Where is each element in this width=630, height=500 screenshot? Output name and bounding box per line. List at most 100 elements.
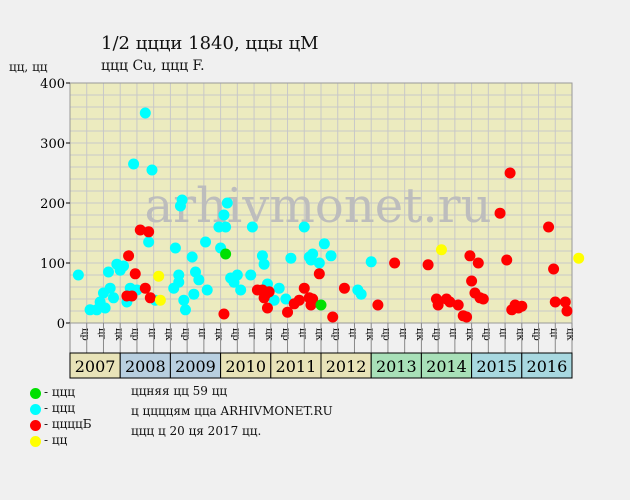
data-point (139, 282, 151, 294)
data-point (355, 288, 367, 300)
y-axis-label: цц, цц (9, 60, 48, 74)
data-point (435, 244, 447, 256)
data-point (102, 266, 114, 278)
x-tick-label: цк (514, 328, 525, 341)
data-point (144, 292, 156, 304)
data-point (318, 238, 330, 250)
chart-title: 1/2 ццци 1840, ццы цМ (101, 33, 319, 54)
y-tick-label: 0 (57, 317, 65, 332)
data-point (365, 256, 377, 268)
year-band (119, 352, 171, 379)
data-point (72, 269, 84, 281)
note-line: ц ццццям цца ARHIVMONET.RU (131, 404, 333, 418)
x-tick-label: цр (79, 328, 90, 341)
x-tick-label: цг (448, 328, 459, 340)
data-point (235, 284, 247, 296)
note-line: ццняя цц 59 цц (131, 384, 228, 398)
x-tick-label: цр (481, 328, 492, 341)
data-point (256, 250, 268, 262)
x-tick-label: цр (531, 328, 542, 341)
data-point (139, 107, 151, 119)
x-tick-label: цк (464, 328, 475, 341)
x-tick-label: цк (414, 328, 425, 341)
data-point (548, 263, 560, 275)
data-point (186, 251, 198, 263)
data-point (313, 268, 325, 280)
legend-label: - цц (44, 433, 68, 447)
data-point (218, 308, 230, 320)
y-tick-label: 200 (40, 197, 65, 212)
legend-swatch (30, 436, 41, 447)
data-point (461, 311, 473, 323)
year-band (370, 352, 422, 379)
x-tick-label: цк (163, 328, 174, 341)
year-label: 2015 (476, 357, 517, 376)
data-point (472, 257, 484, 269)
data-point (298, 221, 310, 233)
data-point (258, 258, 270, 270)
data-point (231, 269, 243, 281)
year-label: 2012 (326, 357, 367, 376)
year-band (220, 352, 272, 379)
data-point (118, 260, 130, 272)
data-point (246, 221, 258, 233)
data-point (193, 274, 205, 286)
data-point (432, 299, 444, 311)
x-tick-label: цк (113, 328, 124, 341)
data-point (464, 250, 476, 262)
legend-label: - ццц (44, 385, 76, 399)
x-tick-label: цк (314, 328, 325, 341)
data-point (280, 293, 292, 305)
x-tick-label: цр (431, 328, 442, 341)
data-point (549, 296, 561, 308)
data-point (501, 254, 513, 266)
data-point (389, 257, 401, 269)
data-point (559, 296, 571, 308)
x-tick-label: цк (565, 328, 576, 341)
year-band (420, 352, 473, 379)
data-point (307, 293, 319, 305)
x-tick-label: цг (297, 328, 308, 340)
data-point (134, 224, 146, 236)
y-tick-label: 300 (40, 137, 65, 152)
data-point (263, 286, 275, 298)
data-point (188, 288, 200, 300)
year-label: 2009 (175, 357, 216, 376)
data-point (494, 207, 506, 219)
data-point (282, 306, 294, 318)
data-point (315, 299, 327, 311)
y-tick-label: 100 (40, 257, 65, 272)
x-tick-label: цр (280, 328, 291, 341)
x-tick-label: цг (347, 328, 358, 340)
data-point (99, 302, 111, 314)
x-tick-label: цг (146, 328, 157, 340)
data-point (143, 236, 155, 248)
year-label: 2016 (527, 357, 568, 376)
legend-swatch (30, 404, 41, 415)
data-point (221, 197, 233, 209)
year-label: 2008 (125, 357, 166, 376)
data-point (146, 164, 158, 176)
data-point (298, 282, 310, 294)
data-point (108, 292, 120, 304)
data-point (104, 282, 116, 294)
data-point (293, 294, 305, 306)
data-point (444, 296, 456, 308)
data-point (200, 236, 212, 248)
x-tick-label: цг (197, 328, 208, 340)
data-point (325, 250, 337, 262)
data-point (338, 282, 350, 294)
data-point (220, 221, 232, 233)
year-label: 2010 (225, 357, 266, 376)
legend-swatch (30, 388, 41, 399)
data-point (561, 305, 573, 317)
x-tick-label: цр (230, 328, 241, 341)
x-tick-label: цр (130, 328, 141, 341)
legend-label: - ццц (44, 401, 76, 415)
data-point (153, 270, 165, 282)
data-point (201, 284, 213, 296)
data-point (143, 226, 155, 238)
watermark: arhivmonet.ru (144, 178, 491, 234)
year-label: 2013 (376, 357, 417, 376)
data-point (422, 259, 434, 271)
